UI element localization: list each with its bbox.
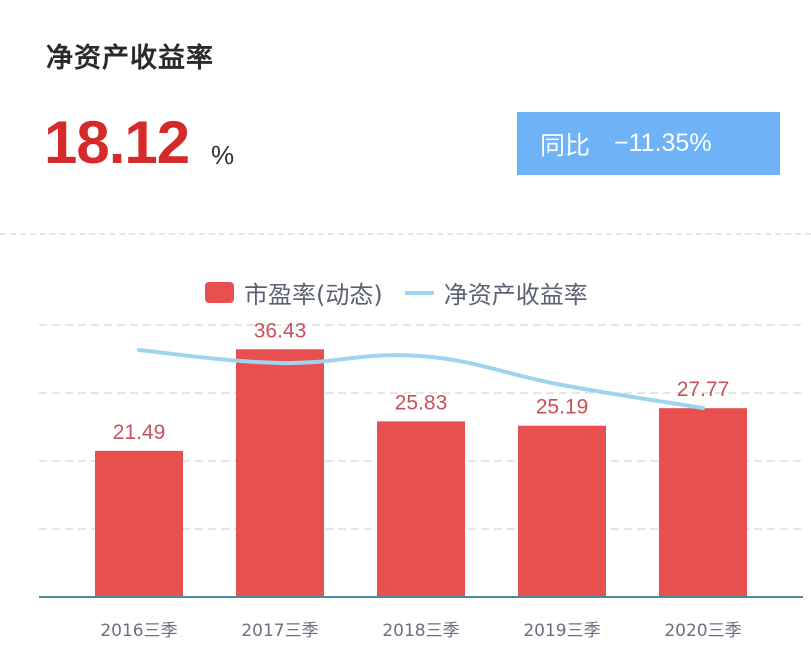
- bar-legend-swatch-icon[interactable]: [205, 282, 234, 303]
- x-tick-label: 2017三季: [241, 621, 318, 641]
- x-tick-label: 2020三季: [664, 621, 741, 641]
- chart-legend: 市盈率(动态) 净资产收益率: [205, 275, 588, 310]
- bar[interactable]: [95, 450, 183, 597]
- bar-value-label: 25.19: [536, 396, 589, 419]
- x-tick-label: 2016三季: [100, 621, 177, 641]
- bar-value-label: 27.77: [677, 378, 730, 401]
- page-title: 净资产收益率: [46, 43, 214, 74]
- roe-unit: %: [211, 140, 235, 170]
- bar-value-label: 36.43: [254, 319, 307, 342]
- section-divider: [0, 233, 811, 235]
- line-series: [137, 348, 705, 410]
- legend-bar-label[interactable]: 市盈率(动态): [244, 281, 383, 309]
- roe-value: 18.12: [44, 109, 190, 176]
- legend-line-label[interactable]: 净资产收益率: [443, 281, 588, 309]
- roe-line[interactable]: [137, 348, 705, 410]
- bar-value-label: 25.83: [395, 391, 448, 414]
- bar-value-label: 21.49: [113, 421, 166, 444]
- bar-series: [95, 349, 747, 597]
- bar[interactable]: [236, 349, 324, 597]
- bar-value-labels: 21.49 36.43 25.83 25.19 27.77: [113, 319, 730, 444]
- yoy-badge: 同比 −11.35%: [517, 112, 780, 175]
- x-axis-labels: 2016三季 2017三季 2018三季 2019三季 2020三季: [100, 621, 741, 641]
- yoy-value: −11.35%: [614, 129, 712, 157]
- bar[interactable]: [518, 425, 606, 597]
- line-legend-swatch-icon[interactable]: [404, 290, 434, 295]
- bar[interactable]: [377, 421, 465, 597]
- yoy-label: 同比: [540, 131, 591, 160]
- bar[interactable]: [659, 408, 747, 597]
- x-tick-label: 2018三季: [382, 621, 459, 641]
- x-tick-label: 2019三季: [523, 621, 600, 641]
